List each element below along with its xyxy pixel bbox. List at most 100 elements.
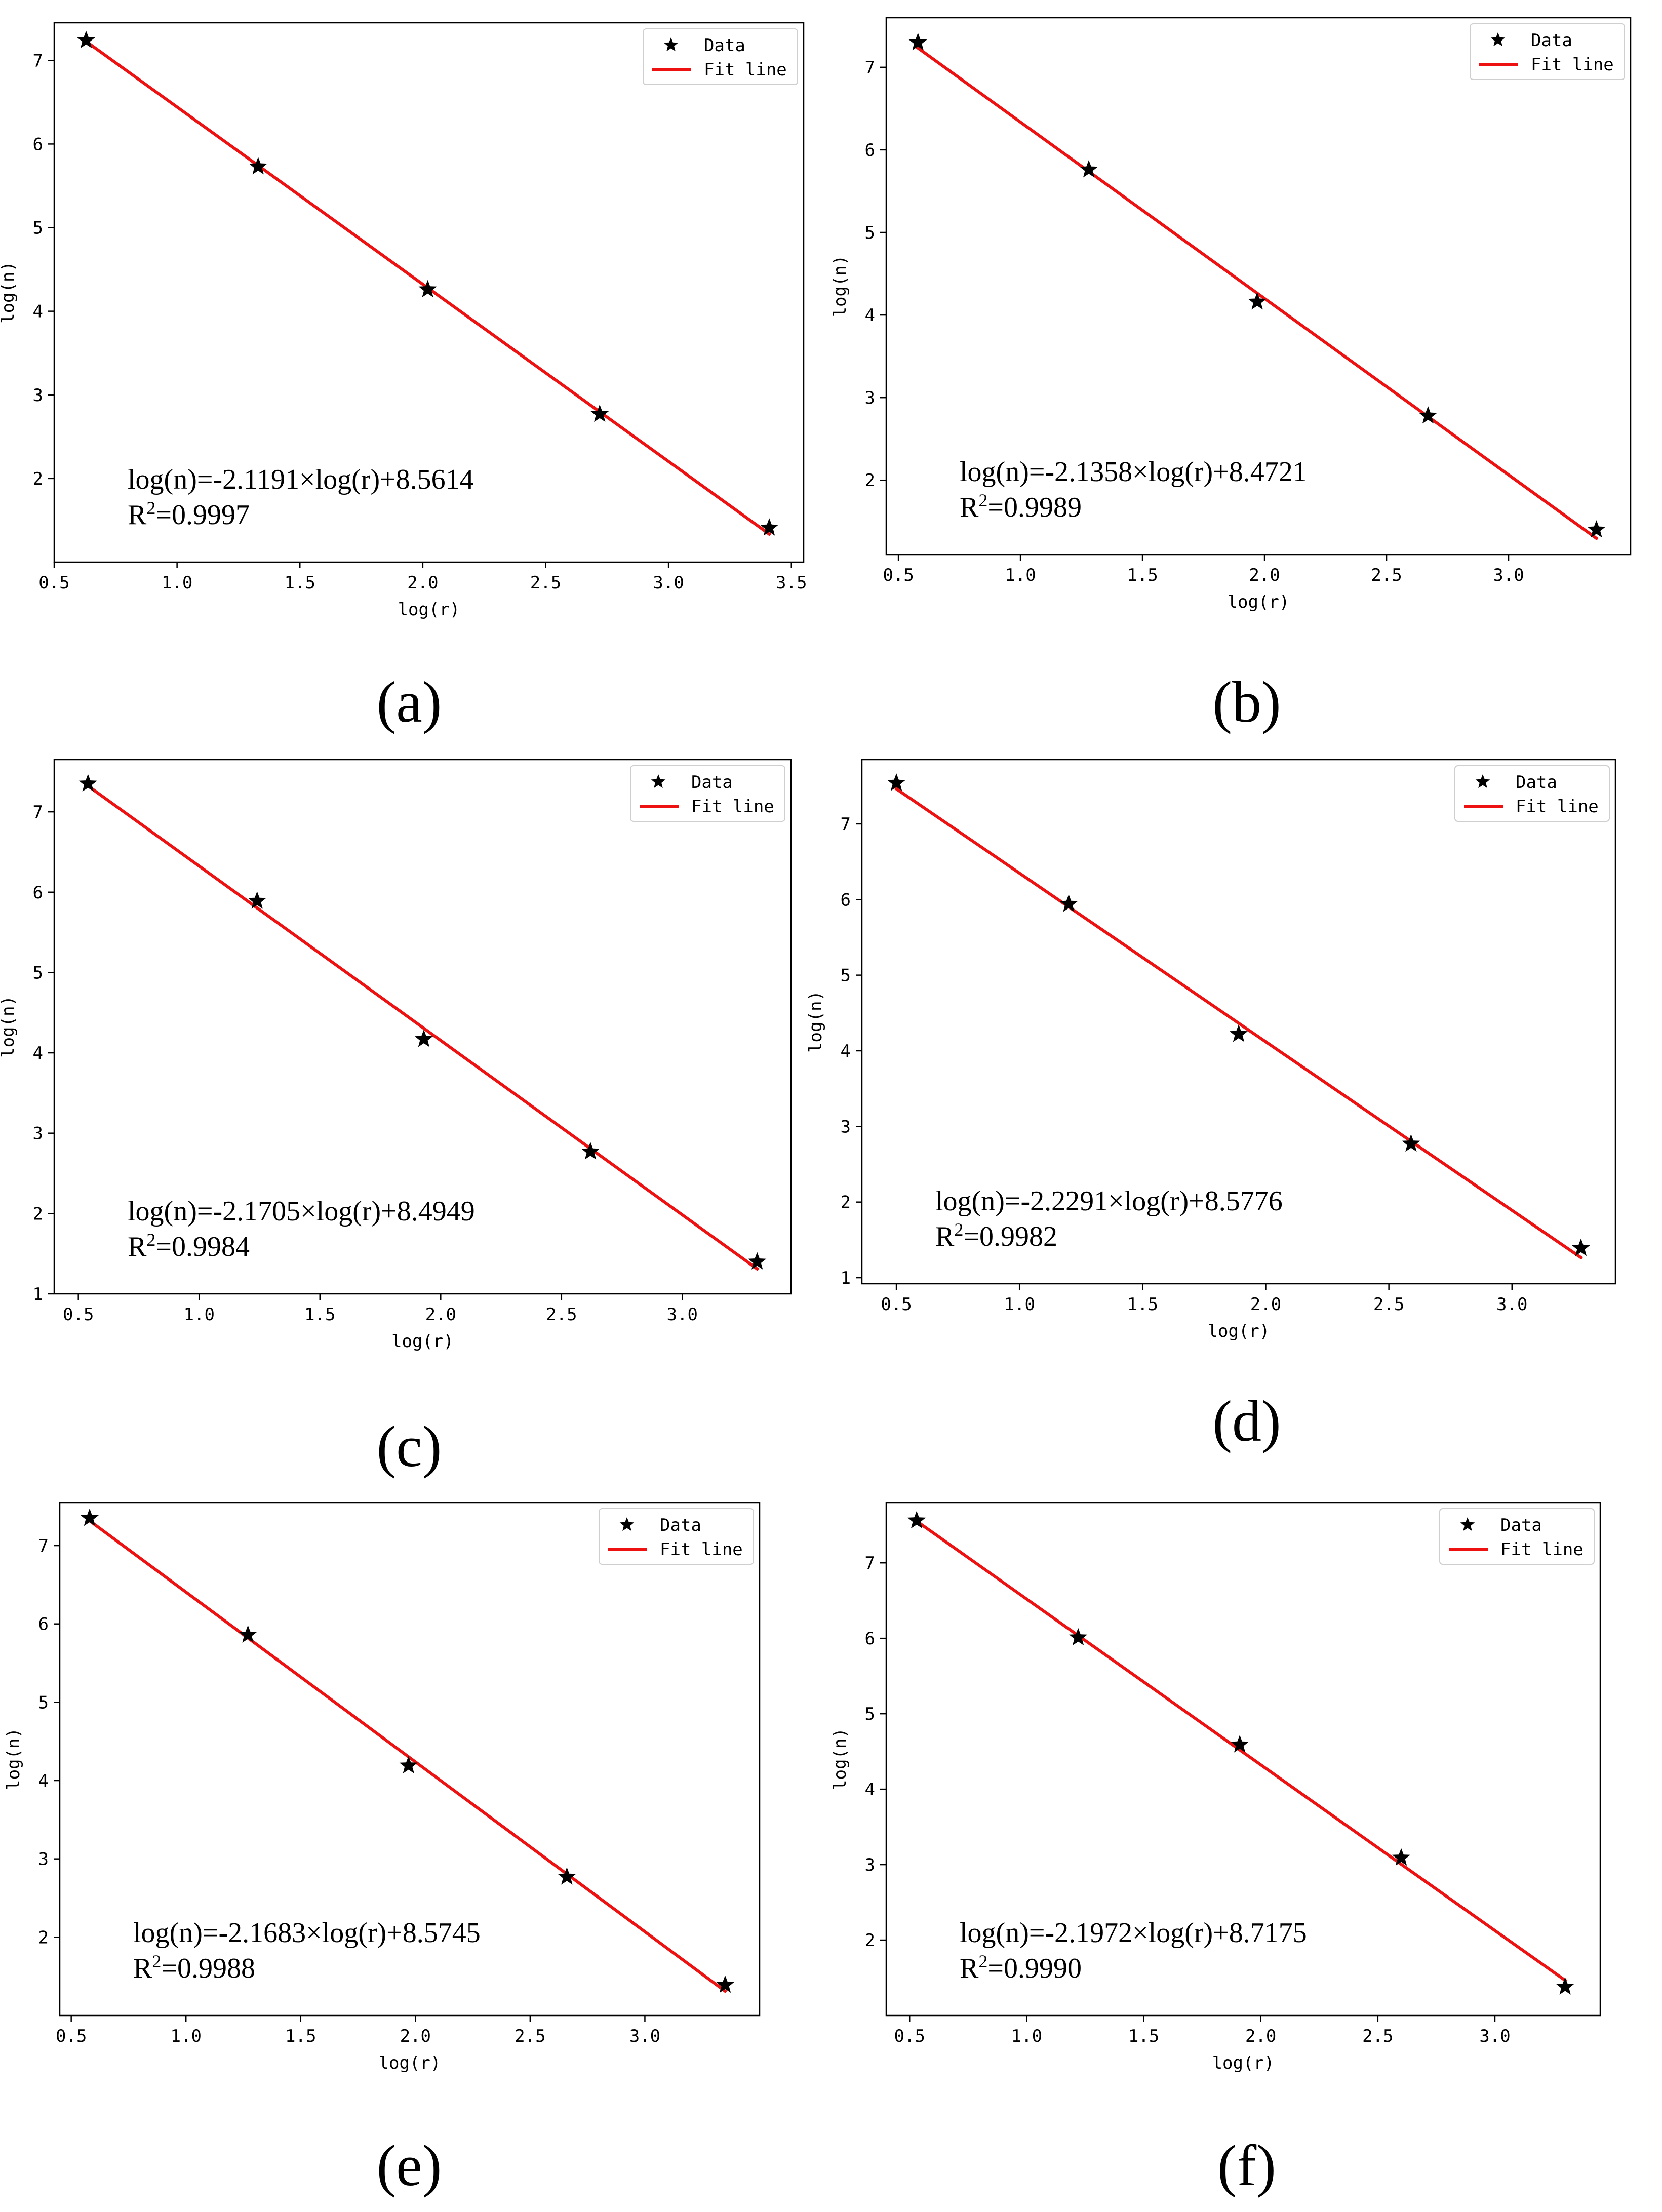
x-tick-label: 3.0 xyxy=(1496,1294,1527,1315)
chart-panel-e: 0.5 1.0 1.5 2.0 2.5 3.0 2 3 4 5 6 7 log(r) log(n) Data… xyxy=(4,1502,761,2198)
x-tick-label: 1.5 xyxy=(285,2026,316,2046)
legend-data-marker xyxy=(651,774,666,788)
y-tick-label: 6 xyxy=(865,140,875,161)
x-tick-label: 2.5 xyxy=(1373,1294,1404,1315)
data-point xyxy=(1080,160,1098,178)
data-point xyxy=(1229,1024,1248,1042)
r-squared-value: =0.9984 xyxy=(155,1231,250,1262)
r-squared-superscript: 2 xyxy=(152,1951,161,1971)
legend-data-label: Data xyxy=(1500,1515,1542,1535)
r-squared-label: R xyxy=(935,1221,955,1252)
r-squared: R2=0.9984 xyxy=(128,1230,250,1262)
legend-data-marker xyxy=(663,37,679,52)
x-tick-label: 2.5 xyxy=(1362,2026,1393,2046)
y-tick-label: 2 xyxy=(38,1927,49,1948)
x-tick-label: 3.0 xyxy=(1479,2026,1510,2046)
data-point xyxy=(558,1867,576,1885)
x-axis-label: log(r) xyxy=(1212,2053,1275,2073)
y-axis-label: log(n) xyxy=(0,996,18,1058)
legend-fit-label: Fit line xyxy=(704,60,787,80)
data-point xyxy=(78,774,97,792)
data-point xyxy=(590,404,609,422)
data-point xyxy=(1231,1735,1249,1753)
data-point xyxy=(581,1142,600,1160)
legend-fit-label: Fit line xyxy=(1531,55,1614,75)
data-point xyxy=(399,1756,418,1773)
panel-label: (d) xyxy=(1212,1389,1281,1454)
data-point xyxy=(1556,1977,1574,1995)
data-point xyxy=(80,1508,99,1526)
y-tick-label: 2 xyxy=(33,469,43,489)
y-axis-label: log(n) xyxy=(830,1728,850,1790)
x-tick-label: 1.5 xyxy=(1128,2026,1159,2046)
legend-data-marker xyxy=(1460,1517,1475,1531)
y-tick-label: 7 xyxy=(865,1553,875,1573)
data-point xyxy=(1571,1238,1590,1256)
legend-fit-label: Fit line xyxy=(1500,1539,1584,1560)
y-tick-label: 5 xyxy=(33,963,43,983)
x-axis-label: log(r) xyxy=(391,1331,454,1352)
y-tick-label: 3 xyxy=(865,388,875,408)
data-point xyxy=(414,1030,433,1047)
plot-frame xyxy=(885,1502,1601,2017)
x-tick-label: 2.0 xyxy=(407,573,438,593)
x-axis-label: log(r) xyxy=(379,2053,441,2073)
r-squared-superscript: 2 xyxy=(146,1230,155,1250)
x-axis-label: log(r) xyxy=(1208,1321,1270,1341)
legend-data-label: Data xyxy=(691,772,733,793)
legend-fit-label: Fit line xyxy=(691,797,774,817)
r-squared-label: R xyxy=(133,1953,152,1984)
r-squared: R2=0.9990 xyxy=(960,1951,1082,1984)
x-tick-label: 2.0 xyxy=(1249,565,1280,585)
legend-data-marker xyxy=(619,1517,635,1531)
fit-equation: log(n)=-2.1358×log(r)+8.4721 xyxy=(960,456,1307,488)
r-squared-superscript: 2 xyxy=(954,1219,963,1240)
x-tick-label: 1.5 xyxy=(1127,565,1158,585)
y-tick-label: 5 xyxy=(865,223,875,243)
x-tick-label: 2.0 xyxy=(1250,1294,1281,1315)
data-point xyxy=(908,32,927,51)
y-tick-label: 6 xyxy=(33,134,43,154)
y-tick-label: 3 xyxy=(841,1117,851,1137)
r-squared-superscript: 2 xyxy=(146,498,155,518)
data-point xyxy=(887,773,906,791)
x-tick-label: 3.0 xyxy=(629,2026,660,2046)
r-squared-value: =0.9982 xyxy=(963,1221,1057,1252)
x-tick-label: 1.0 xyxy=(1004,1294,1035,1315)
data-point xyxy=(239,1625,257,1643)
chart-panel-f: 0.5 1.0 1.5 2.0 2.5 3.0 2 3 4 5 6 7 log(r) log(n) Data… xyxy=(830,1502,1601,2198)
y-tick-label: 7 xyxy=(33,802,43,822)
x-tick-label: 3.0 xyxy=(667,1305,698,1325)
chart-panel-a: 0.5 1.0 1.5 2.0 2.5 3.0 3.5 2 3 4 5 6 7 log(r) log(n) D… xyxy=(0,22,807,735)
x-tick-label: 1.0 xyxy=(162,573,192,593)
x-axis-label: log(r) xyxy=(398,600,460,620)
data-point xyxy=(1069,1628,1088,1645)
fit-equation: log(n)=-2.2291×log(r)+8.5776 xyxy=(935,1186,1283,1217)
y-tick-label: 7 xyxy=(38,1536,49,1556)
r-squared-label: R xyxy=(128,1231,147,1262)
fit-equation: log(n)=-2.1683×log(r)+8.5745 xyxy=(133,1917,481,1949)
x-tick-label: 0.5 xyxy=(38,573,69,593)
r-squared-superscript: 2 xyxy=(978,490,987,510)
fit-line xyxy=(86,783,760,1271)
y-tick-label: 6 xyxy=(33,883,43,903)
x-tick-label: 1.0 xyxy=(184,1305,215,1325)
y-tick-label: 7 xyxy=(865,58,875,78)
legend-fit-label: Fit line xyxy=(1516,797,1599,817)
chart-panel-b: 0.5 1.0 1.5 2.0 2.5 3.0 2 3 4 5 6 7 log(r) log(n) Data… xyxy=(830,17,1632,735)
fit-line xyxy=(894,786,1584,1260)
panel-label: (e) xyxy=(377,2134,442,2198)
r-squared-value: =0.9988 xyxy=(161,1953,255,1984)
y-axis-label: log(n) xyxy=(0,261,18,324)
x-tick-label: 1.5 xyxy=(285,573,315,593)
data-point xyxy=(248,891,266,909)
y-tick-label: 3 xyxy=(33,385,43,406)
y-tick-label: 6 xyxy=(865,1629,875,1649)
legend-data-label: Data xyxy=(704,35,745,56)
legend-data-marker xyxy=(1490,32,1506,47)
r-squared: R2=0.9982 xyxy=(935,1219,1057,1252)
y-tick-label: 4 xyxy=(865,305,875,326)
chart-panel-c: 0.5 1.0 1.5 2.0 2.5 3.0 1 2 3 4 5 6 7 log(r) log(n) Dat… xyxy=(0,759,792,1479)
x-tick-label: 0.5 xyxy=(63,1305,94,1325)
